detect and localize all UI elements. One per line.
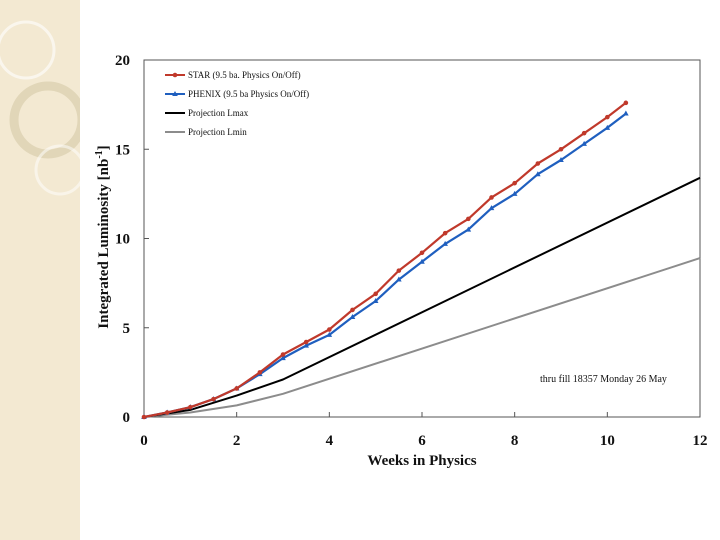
x-tick-label: 6	[418, 433, 426, 449]
data-point-phenix	[396, 276, 402, 282]
data-point-phenix	[511, 190, 518, 196]
data-point-star	[211, 396, 216, 402]
data-point-phenix	[535, 171, 541, 177]
data-point-star	[350, 307, 355, 313]
x-tick-label: 10	[600, 433, 615, 449]
x-tick-label: 8	[511, 433, 519, 449]
y-axis-title-main: Integrated Luminosity [nb	[96, 159, 112, 329]
data-point-star	[581, 130, 587, 136]
decorative-rings	[0, 20, 80, 196]
data-point-star	[512, 180, 517, 186]
data-point-phenix	[442, 240, 448, 246]
x-tick-label: 4	[326, 433, 334, 449]
data-point-star	[623, 100, 629, 106]
y-tick-label: 5	[123, 321, 131, 337]
y-axis-title: Integrated Luminosity [nb-1]	[94, 145, 112, 328]
series-line-2	[143, 176, 701, 418]
data-point-star	[535, 161, 541, 166]
data-point-phenix	[419, 258, 425, 264]
data-point-star	[188, 404, 193, 410]
data-point-star	[605, 114, 610, 120]
x-tick-label: 12	[693, 433, 708, 449]
y-tick-label: 10	[115, 232, 130, 248]
data-point-star	[164, 410, 170, 415]
y-axis-title-close: ]	[96, 145, 112, 150]
legend-marker	[172, 72, 178, 78]
annotation-fill-date: thru fill 18357 Monday 26 May	[540, 374, 667, 385]
series-line-3	[143, 257, 701, 418]
legend-label: Projection Lmax	[188, 108, 249, 118]
data-point-phenix	[581, 140, 587, 146]
data-point-star	[442, 230, 448, 236]
x-axis-title: Weeks in Physics	[367, 453, 476, 469]
x-tick-label: 0	[140, 433, 148, 449]
y-tick-label: 0	[123, 410, 131, 426]
data-point-star	[327, 327, 332, 332]
y-tick-label: 20	[115, 53, 130, 69]
data-point-phenix	[280, 355, 286, 361]
legend-box	[160, 64, 345, 140]
data-point-star	[373, 291, 378, 297]
data-point-phenix	[558, 156, 564, 162]
decorative-side-panel	[0, 0, 80, 540]
data-point-star	[489, 195, 494, 200]
legend-marker	[172, 91, 178, 96]
data-point-phenix	[623, 110, 629, 116]
data-point-phenix	[303, 342, 309, 348]
data-point-star	[257, 370, 263, 375]
legend-label: PHENIX (9.5 ba Physics On/Off)	[188, 89, 309, 99]
data-point-star	[303, 339, 309, 345]
data-point-phenix	[488, 205, 495, 211]
data-point-star	[466, 216, 471, 222]
data-point-star	[558, 146, 564, 152]
data-point-star	[141, 414, 147, 420]
data-point-phenix	[349, 314, 356, 320]
data-point-phenix	[604, 124, 611, 130]
data-point-star	[396, 268, 402, 273]
legend-label: Projection Lmin	[188, 127, 247, 137]
data-point-phenix	[465, 226, 472, 232]
legend-label: STAR (9.5 ba. Physics On/Off)	[188, 70, 301, 80]
x-tick-label: 2	[233, 433, 241, 449]
data-point-star	[280, 352, 286, 357]
data-point-phenix	[372, 297, 379, 303]
y-tick-label: 15	[115, 142, 130, 158]
series-line-0	[143, 101, 627, 419]
y-axis-title-sup: -1	[94, 150, 105, 158]
data-point-star	[234, 386, 239, 391]
data-point-phenix	[326, 331, 333, 337]
data-point-star	[419, 250, 425, 256]
